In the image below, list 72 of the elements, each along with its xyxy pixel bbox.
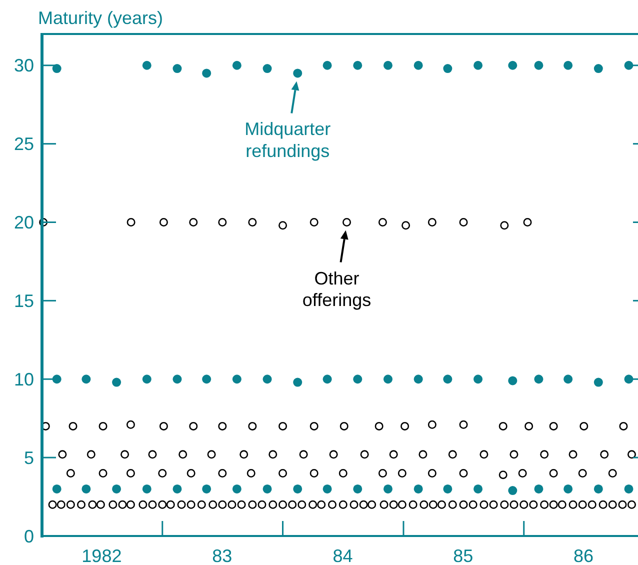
point [443, 484, 452, 494]
point [262, 484, 272, 494]
point [624, 374, 634, 384]
point [353, 60, 362, 70]
point [508, 486, 518, 496]
point [112, 484, 122, 494]
point [202, 484, 212, 494]
point [534, 374, 544, 384]
point [508, 60, 518, 70]
point [624, 60, 634, 70]
y-tick-label: 30 [14, 56, 34, 76]
point [322, 374, 332, 384]
point [414, 484, 423, 494]
point [262, 64, 272, 74]
point [52, 484, 62, 494]
point [594, 378, 603, 387]
point [293, 484, 302, 494]
point [414, 374, 423, 384]
point [594, 484, 603, 494]
x-tick-label: 1982 [82, 546, 122, 565]
y-tick-label: 20 [14, 212, 34, 233]
point [232, 374, 242, 384]
y-tick-label: 10 [14, 369, 34, 390]
x-tick-label: 86 [574, 546, 594, 565]
x-tick-label: 83 [212, 546, 232, 565]
point [383, 60, 392, 70]
x-tick-label: 84 [332, 546, 353, 565]
y-axis-title: Maturity (years) [38, 8, 164, 28]
point [232, 60, 242, 70]
point [172, 484, 182, 494]
point [322, 60, 332, 70]
point [534, 60, 544, 70]
point [82, 484, 91, 494]
y-tick-label: 25 [14, 134, 34, 154]
point [624, 484, 634, 494]
point [594, 64, 603, 74]
point [383, 374, 392, 384]
point [474, 484, 483, 494]
point [142, 484, 152, 494]
x-tick-label: 85 [453, 546, 474, 565]
point [534, 484, 544, 494]
point [564, 374, 573, 384]
legend-label: Other offerings [302, 268, 372, 310]
point [202, 374, 212, 384]
y-tick-label: 15 [14, 290, 34, 311]
point [202, 68, 212, 78]
point [112, 378, 122, 387]
point [172, 64, 182, 74]
y-tick-label: 0 [24, 526, 34, 546]
point [52, 64, 62, 74]
point [564, 484, 573, 494]
point [82, 374, 91, 384]
legend-label: Midquarter refundings [244, 119, 331, 161]
point [414, 60, 423, 70]
y-tick-label: 5 [24, 448, 34, 468]
point [322, 484, 332, 494]
point [232, 484, 242, 494]
point [353, 484, 362, 494]
point [142, 60, 152, 70]
point [443, 64, 452, 74]
point [443, 374, 452, 384]
point [293, 68, 302, 78]
point [474, 60, 483, 70]
point [508, 376, 518, 386]
point [564, 60, 573, 70]
point [293, 378, 302, 387]
point [353, 374, 362, 384]
point [383, 484, 392, 494]
point [172, 374, 182, 384]
point [474, 374, 483, 384]
point [142, 374, 152, 384]
point [262, 374, 272, 384]
